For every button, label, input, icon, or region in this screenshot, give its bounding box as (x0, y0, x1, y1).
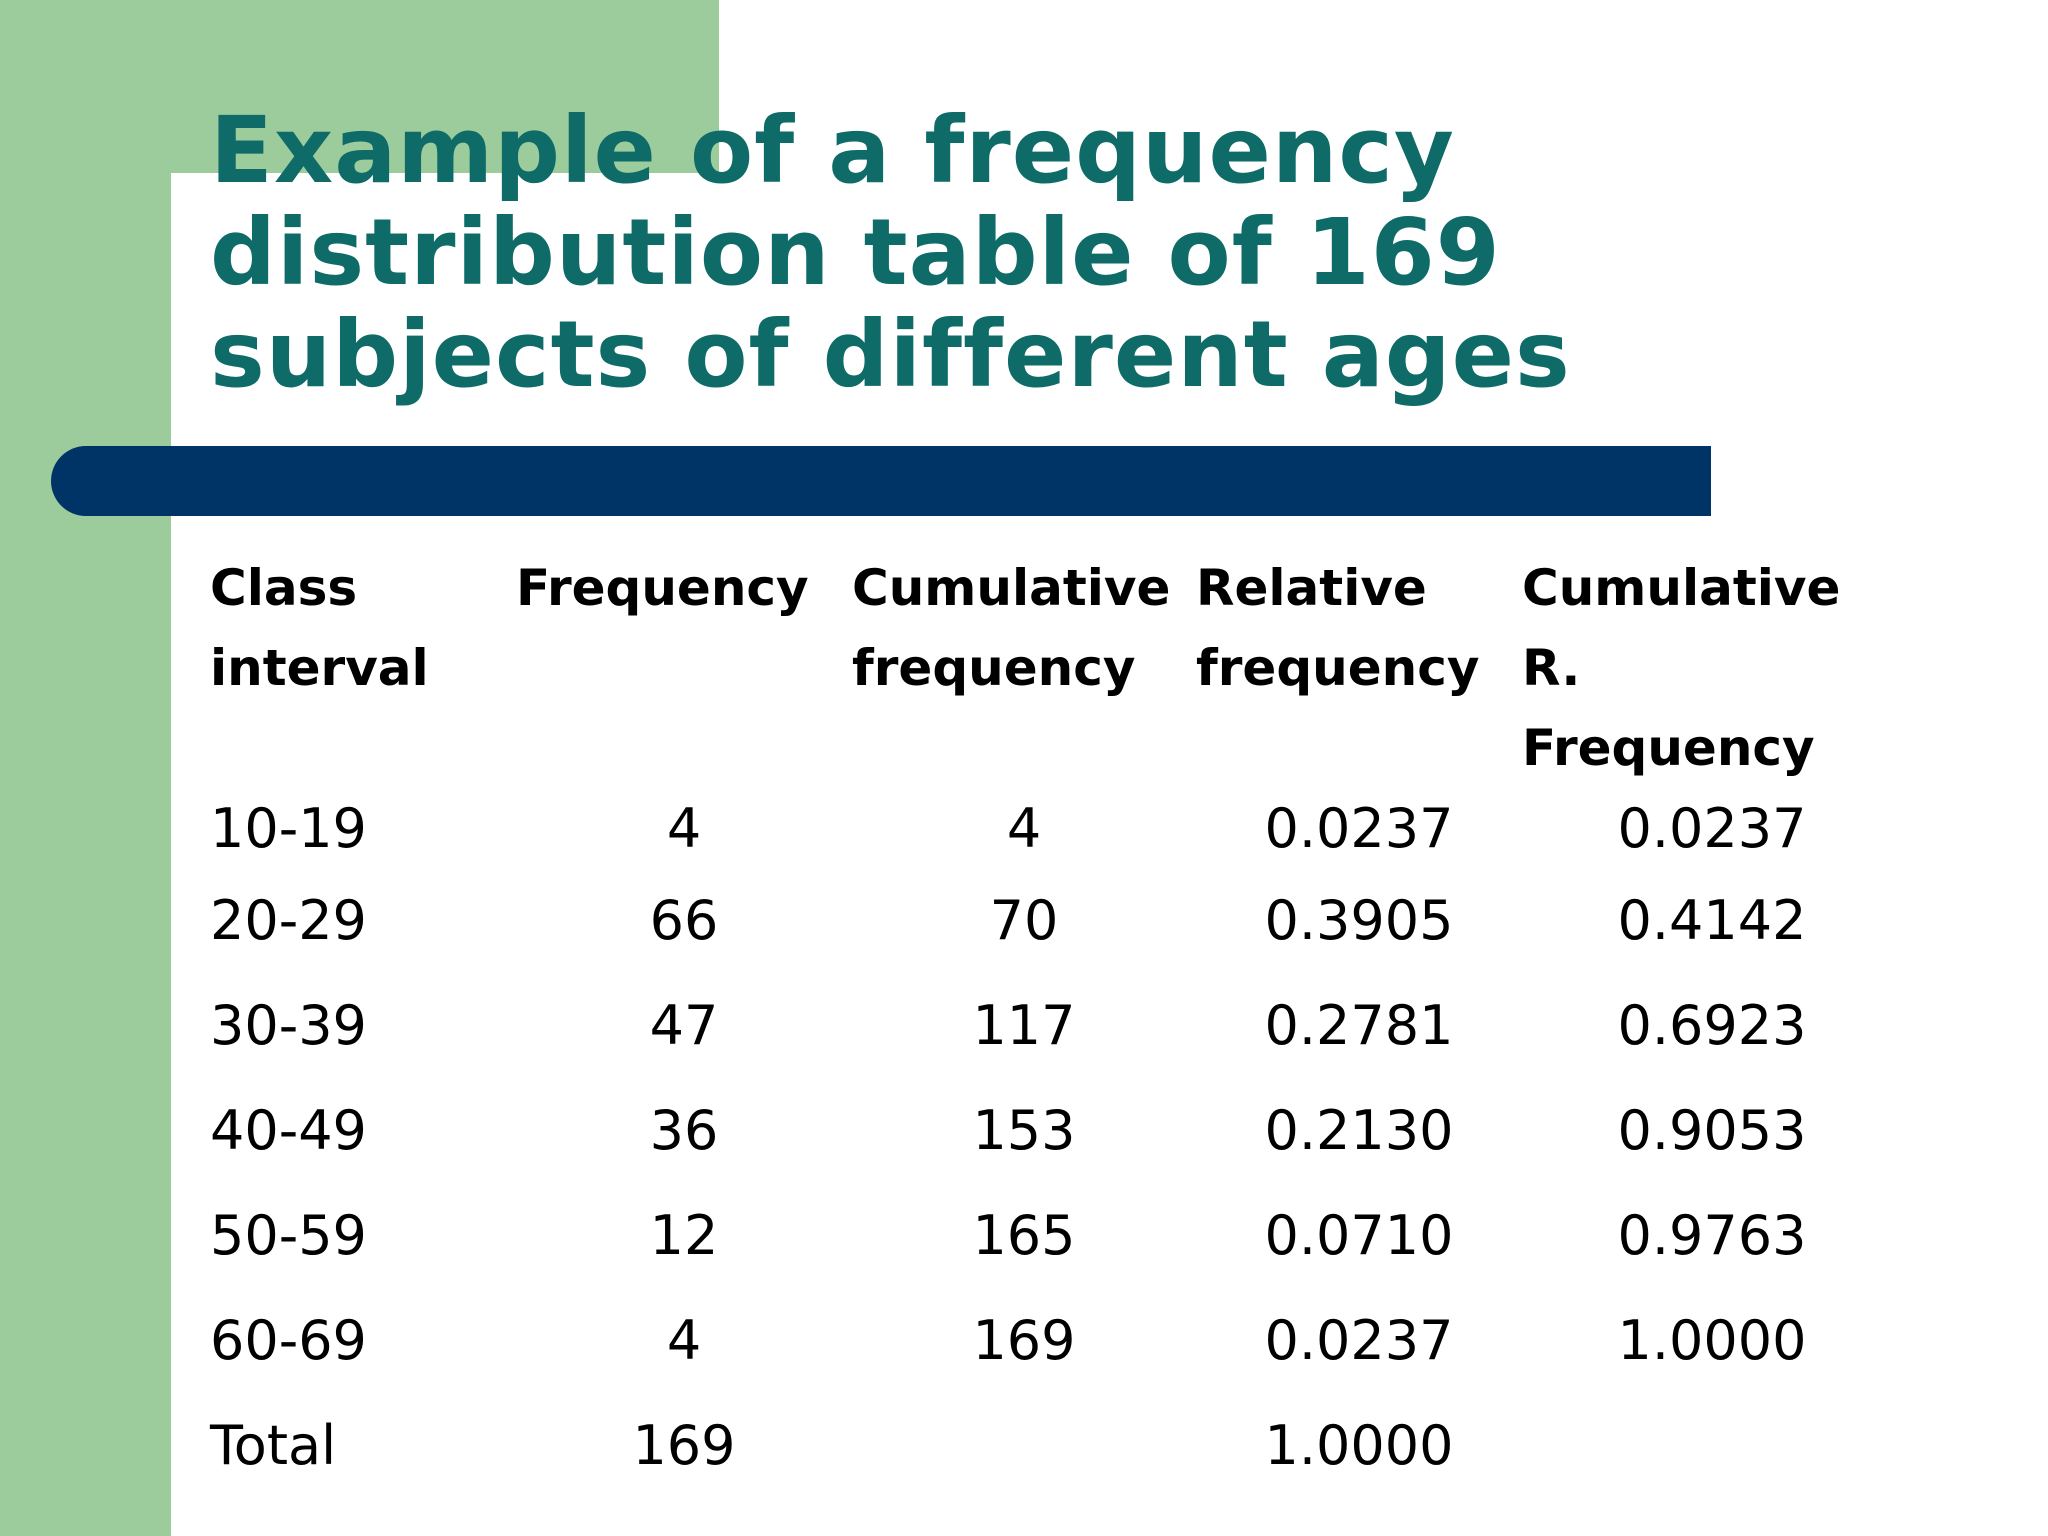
table-row-total: Total 169 1.0000 (210, 1393, 1902, 1498)
table-row: 60-69 4 169 0.0237 1.0000 (210, 1288, 1902, 1393)
cell-cumulative-frequency: 153 (972, 1099, 1076, 1162)
cell-class: 50-59 (210, 1204, 367, 1267)
cell-cumulative-relative-frequency: 0.6923 (1617, 994, 1807, 1057)
cell-frequency: 47 (649, 994, 719, 1057)
header-cumulative-frequency: Cumulative frequency (852, 559, 1171, 697)
cell-cumulative-relative-frequency: 1.0000 (1617, 1309, 1807, 1372)
header-cumulative-relative-frequency: Cumulative R. Frequency (1522, 559, 1841, 777)
cell-cumulative-frequency: 70 (989, 889, 1059, 952)
cell-class: 30-39 (210, 994, 367, 1057)
table-row: 10-19 4 4 0.0237 0.0237 (210, 788, 1902, 868)
cell-class: 60-69 (210, 1309, 367, 1372)
cell-cumulative-relative-frequency (1522, 1393, 1902, 1498)
header-frequency: Frequency (516, 559, 809, 617)
cell-cumulative-relative-frequency: 0.9053 (1617, 1099, 1807, 1162)
slide-title: Example of a frequency distribution tabl… (210, 97, 1571, 408)
cell-class: Total (210, 1414, 337, 1477)
cell-relative-frequency: 1.0000 (1264, 1414, 1454, 1477)
table-row: 40-49 36 153 0.2130 0.9053 (210, 1078, 1902, 1183)
cell-cumulative-relative-frequency: 0.0237 (1617, 796, 1807, 860)
content-panel (171, 173, 2048, 1536)
cell-frequency: 4 (666, 796, 702, 860)
cell-frequency: 169 (632, 1414, 736, 1477)
cell-cumulative-relative-frequency: 0.9763 (1617, 1204, 1807, 1267)
cell-class: 10-19 (210, 796, 367, 860)
header-class-interval: Class interval (210, 559, 429, 697)
cell-cumulative-frequency: 117 (972, 994, 1076, 1057)
table-row: 30-39 47 117 0.2781 0.6923 (210, 973, 1902, 1078)
cell-relative-frequency: 0.2781 (1264, 994, 1454, 1057)
cell-cumulative-relative-frequency: 0.4142 (1617, 889, 1807, 952)
frequency-table: Class interval Frequency Cumulative freque… (210, 548, 1902, 1498)
content-panel-corner (171, 173, 311, 313)
cell-class: 40-49 (210, 1099, 367, 1162)
cell-frequency: 12 (649, 1204, 719, 1267)
green-left-panel (0, 0, 171, 1536)
table-row: 20-29 66 70 0.3905 0.4142 (210, 868, 1902, 973)
cell-relative-frequency: 0.0237 (1264, 1309, 1454, 1372)
header-relative-frequency: Relative frequency (1196, 559, 1480, 697)
cell-relative-frequency: 0.3905 (1264, 889, 1454, 952)
cell-relative-frequency: 0.0710 (1264, 1204, 1454, 1267)
title-divider-bar (51, 446, 1711, 516)
cell-cumulative-frequency (852, 1393, 1196, 1498)
cell-cumulative-frequency: 165 (972, 1204, 1076, 1267)
cell-cumulative-frequency: 4 (1006, 796, 1042, 860)
cell-relative-frequency: 0.2130 (1264, 1099, 1454, 1162)
table-header-row: Class interval Frequency Cumulative freque… (210, 548, 1902, 788)
cell-cumulative-frequency: 169 (972, 1309, 1076, 1372)
table-row: 50-59 12 165 0.0710 0.9763 (210, 1183, 1902, 1288)
cell-frequency: 36 (649, 1099, 719, 1162)
cell-relative-frequency: 0.0237 (1264, 796, 1454, 860)
cell-frequency: 66 (649, 889, 719, 952)
cell-class: 20-29 (210, 889, 367, 952)
cell-frequency: 4 (666, 1309, 702, 1372)
